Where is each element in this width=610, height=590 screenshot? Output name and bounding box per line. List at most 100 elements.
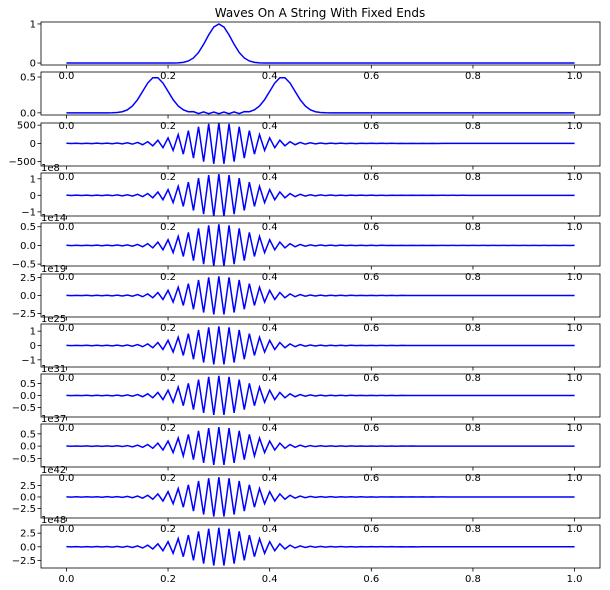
x-tick-label: 0.4 bbox=[262, 222, 278, 233]
x-tick-label: 0.8 bbox=[465, 272, 481, 283]
x-tick-label: 0.4 bbox=[262, 323, 278, 334]
x-tick-label: 1.0 bbox=[567, 524, 583, 535]
series-line bbox=[66, 276, 575, 315]
x-tick-label: 0.8 bbox=[465, 222, 481, 233]
y-tick-label: 0.5 bbox=[20, 379, 36, 390]
series-line bbox=[66, 76, 575, 115]
y-tick-label: 0.0 bbox=[20, 442, 36, 453]
x-tick-label: 0.2 bbox=[160, 373, 176, 384]
axes-frame bbox=[40, 71, 601, 116]
x-tick-label: 0.8 bbox=[465, 373, 481, 384]
x-tick-label: 0.6 bbox=[363, 71, 379, 82]
x-tick-label: 0.4 bbox=[262, 121, 278, 132]
y-tick-label: −2.5 bbox=[12, 556, 36, 567]
x-tick-label: 1.0 bbox=[567, 222, 583, 233]
x-tick-label: 0.6 bbox=[363, 323, 379, 334]
series-line bbox=[66, 427, 575, 465]
y-tick-label: 2.5 bbox=[20, 529, 36, 540]
offset-multiplier: 1e31 bbox=[41, 364, 66, 375]
x-tick-label: 0.8 bbox=[465, 121, 481, 132]
offset-multiplier: 1e48 bbox=[41, 515, 66, 526]
x-tick-label: 0.0 bbox=[58, 222, 74, 233]
x-tick-label: 0.4 bbox=[262, 574, 278, 585]
axes-frame bbox=[40, 222, 601, 267]
x-tick-label: 0.6 bbox=[363, 524, 379, 535]
x-tick-label: 0.6 bbox=[363, 172, 379, 183]
x-tick-label: 0.0 bbox=[58, 272, 74, 283]
y-tick-label: 0.0 bbox=[20, 492, 36, 503]
subplot-4: 1 0 −1 0.0 0.2 0.4 0.6 0.8 1.0 1e8 bbox=[21, 163, 601, 233]
x-tick-label: 0.0 bbox=[58, 373, 74, 384]
x-tick-label: 0.2 bbox=[160, 172, 176, 183]
x-tick-label: 1.0 bbox=[567, 423, 583, 434]
series-line bbox=[66, 23, 575, 64]
x-tick-label: 0.4 bbox=[262, 473, 278, 484]
x-tick-label: 0.2 bbox=[160, 121, 176, 132]
x-tick-label: 0.2 bbox=[160, 323, 176, 334]
x-tick-label: 0.0 bbox=[58, 524, 74, 535]
axes-frame bbox=[40, 172, 601, 217]
subplot-6: 2.5 0.0 −2.5 0.0 0.2 0.4 0.6 0.8 1.0 1e19 bbox=[12, 264, 601, 334]
x-tick-label: 0.8 bbox=[465, 473, 481, 484]
subplot-1: 0 1 0.0 0.2 0.4 0.6 0.8 1.0 bbox=[30, 19, 601, 82]
offset-multiplier: 1e19 bbox=[41, 264, 66, 275]
y-tick-label: −0.5 bbox=[12, 260, 36, 271]
series-line bbox=[66, 375, 575, 416]
x-tick-label: 0.8 bbox=[465, 71, 481, 82]
y-tick-label: 1 bbox=[30, 19, 36, 30]
x-tick-label: 0.2 bbox=[160, 222, 176, 233]
x-tick-label: 0.6 bbox=[363, 423, 379, 434]
x-tick-label: 0.4 bbox=[262, 423, 278, 434]
x-tick-label: 0.4 bbox=[262, 71, 278, 82]
y-tick-label: −0.5 bbox=[12, 454, 36, 465]
x-tick-label: 1.0 bbox=[567, 473, 583, 484]
x-tick-label: 0.4 bbox=[262, 172, 278, 183]
y-tick-label: 0.0 bbox=[20, 391, 36, 402]
x-tick-label: 0.4 bbox=[262, 373, 278, 384]
y-tick-label: 0 bbox=[30, 341, 36, 352]
y-tick-label: −1 bbox=[21, 207, 36, 218]
x-tick-label: 0.8 bbox=[465, 323, 481, 334]
y-tick-label: 0.0 bbox=[20, 291, 36, 302]
x-tick-label: 0.2 bbox=[160, 574, 176, 585]
y-tick-label: 2.5 bbox=[20, 481, 36, 492]
subplot-5: 0.5 0.0 −0.5 0.0 0.2 0.4 0.6 0.8 1.0 1e14 bbox=[12, 213, 601, 283]
subplot-7: 1 0 −1 0.0 0.2 0.4 0.6 0.8 1.0 1e25 bbox=[21, 314, 601, 384]
x-tick-label: 0.0 bbox=[58, 423, 74, 434]
series-line bbox=[66, 326, 575, 365]
x-tick-label: 0.2 bbox=[160, 272, 176, 283]
x-tick-label: 0.8 bbox=[465, 423, 481, 434]
x-tick-label: 0.0 bbox=[58, 71, 74, 82]
x-tick-label: 0.6 bbox=[363, 473, 379, 484]
x-tick-label: 0.0 bbox=[58, 323, 74, 334]
axes-frame bbox=[40, 474, 601, 519]
offset-multiplier: 1e42 bbox=[41, 465, 66, 476]
x-tick-label: 0.0 bbox=[58, 121, 74, 132]
x-tick-label: 0.0 bbox=[58, 473, 74, 484]
x-tick-label: 1.0 bbox=[567, 373, 583, 384]
y-tick-label: 2.5 bbox=[20, 273, 36, 284]
x-tick-label: 1.0 bbox=[567, 121, 583, 132]
x-tick-label: 0.8 bbox=[465, 524, 481, 535]
x-tick-label: 0.2 bbox=[160, 71, 176, 82]
subplot-3: 500 0 −500 0.0 0.2 0.4 0.6 0.8 1.0 bbox=[9, 121, 601, 183]
series-line bbox=[66, 224, 575, 266]
y-tick-label: 0.5 bbox=[20, 429, 36, 440]
x-tick-label: 0.8 bbox=[465, 172, 481, 183]
y-tick-label: 0.5 bbox=[20, 73, 36, 84]
y-tick-label: 500 bbox=[17, 121, 36, 132]
offset-multiplier: 1e25 bbox=[41, 314, 66, 325]
x-tick-label: 0.2 bbox=[160, 524, 176, 535]
x-tick-label: 0.8 bbox=[465, 574, 481, 585]
y-tick-label: 0 bbox=[30, 59, 36, 70]
x-tick-label: 0.6 bbox=[363, 373, 379, 384]
series-line bbox=[66, 527, 575, 566]
offset-multiplier: 1e14 bbox=[41, 213, 66, 224]
y-tick-label: −500 bbox=[9, 157, 36, 168]
x-tick-label: 0.0 bbox=[58, 172, 74, 183]
y-tick-label: 1 bbox=[30, 327, 36, 338]
x-tick-label: 0.0 bbox=[58, 574, 74, 585]
